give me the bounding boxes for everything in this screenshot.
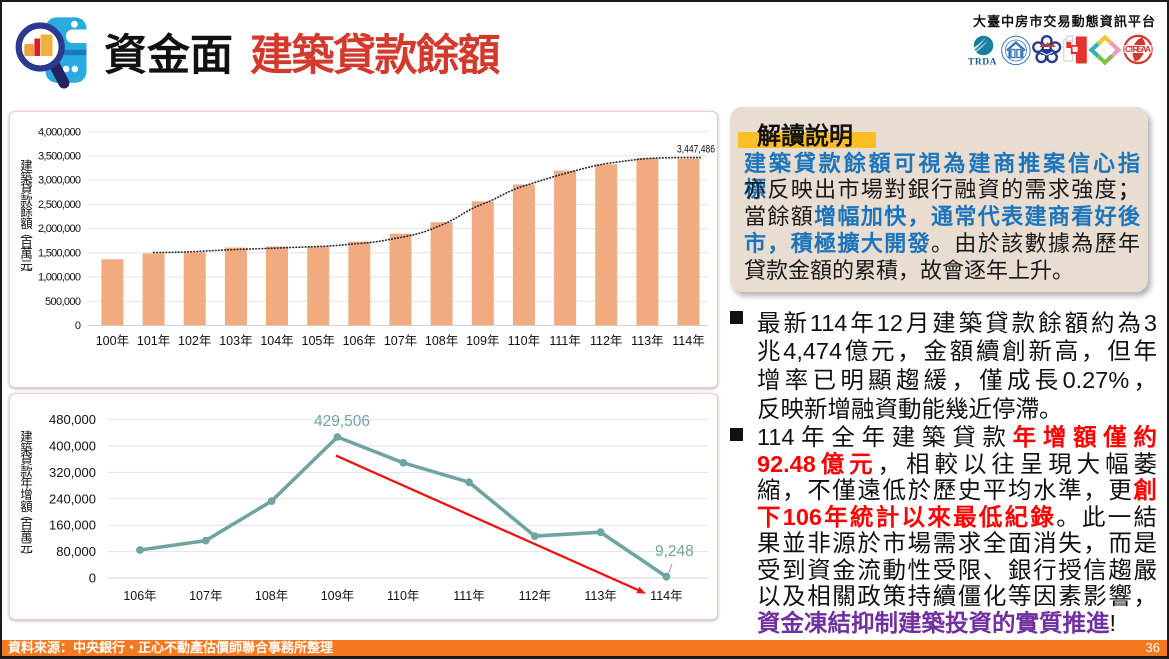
svg-text:3,447,486: 3,447,486 xyxy=(677,144,715,156)
svg-text:80,000: 80,000 xyxy=(56,544,96,559)
svg-text:429,506: 429,506 xyxy=(314,413,370,430)
svg-text:1,000,000: 1,000,000 xyxy=(38,272,81,284)
svg-text:3,500,000: 3,500,000 xyxy=(38,151,81,163)
svg-text:107年: 107年 xyxy=(384,334,417,348)
svg-text:106年: 106年 xyxy=(343,334,376,348)
svg-text:108年: 108年 xyxy=(255,589,288,603)
svg-text:114年: 114年 xyxy=(650,589,682,603)
svg-text:100年: 100年 xyxy=(96,334,129,348)
svg-text:110年: 110年 xyxy=(508,334,540,348)
svg-text:106年: 106年 xyxy=(123,589,156,603)
svg-text:500,000: 500,000 xyxy=(45,296,81,308)
svg-text:101年: 101年 xyxy=(137,334,170,348)
svg-text:109年: 109年 xyxy=(321,589,354,603)
svg-text:400,000: 400,000 xyxy=(49,439,96,454)
svg-text:TRDA: TRDA xyxy=(968,58,997,68)
svg-text:105年: 105年 xyxy=(302,334,335,348)
svg-text:2,500,000: 2,500,000 xyxy=(38,199,81,211)
svg-text:1,500,000: 1,500,000 xyxy=(38,247,81,259)
svg-text:480,000: 480,000 xyxy=(49,412,96,427)
svg-text:113年: 113年 xyxy=(631,334,663,348)
svg-text:0: 0 xyxy=(75,320,81,332)
svg-text:111年: 111年 xyxy=(549,334,581,348)
svg-text:113年: 113年 xyxy=(584,589,616,603)
svg-text:4,000,000: 4,000,000 xyxy=(38,126,81,138)
svg-text:107年: 107年 xyxy=(189,589,222,603)
svg-text:240,000: 240,000 xyxy=(49,491,96,506)
svg-text:112年: 112年 xyxy=(519,589,551,603)
svg-text:160,000: 160,000 xyxy=(49,518,96,533)
svg-text:3,000,000: 3,000,000 xyxy=(38,175,81,187)
svg-text:103年: 103年 xyxy=(219,334,252,348)
svg-text:110年: 110年 xyxy=(387,589,419,603)
svg-text:CTREAA: CTREAA xyxy=(1125,44,1151,54)
svg-text:0: 0 xyxy=(89,571,96,586)
svg-text:9,248: 9,248 xyxy=(655,543,694,560)
svg-text:2,000,000: 2,000,000 xyxy=(38,223,81,235)
svg-text:104年: 104年 xyxy=(260,334,293,348)
svg-text:109年: 109年 xyxy=(466,334,499,348)
svg-text:320,000: 320,000 xyxy=(49,465,96,480)
svg-text:108年: 108年 xyxy=(425,334,458,348)
svg-text:112年: 112年 xyxy=(590,334,622,348)
svg-text:111年: 111年 xyxy=(453,589,485,603)
svg-text:114年: 114年 xyxy=(672,334,704,348)
svg-text:102年: 102年 xyxy=(178,334,211,348)
